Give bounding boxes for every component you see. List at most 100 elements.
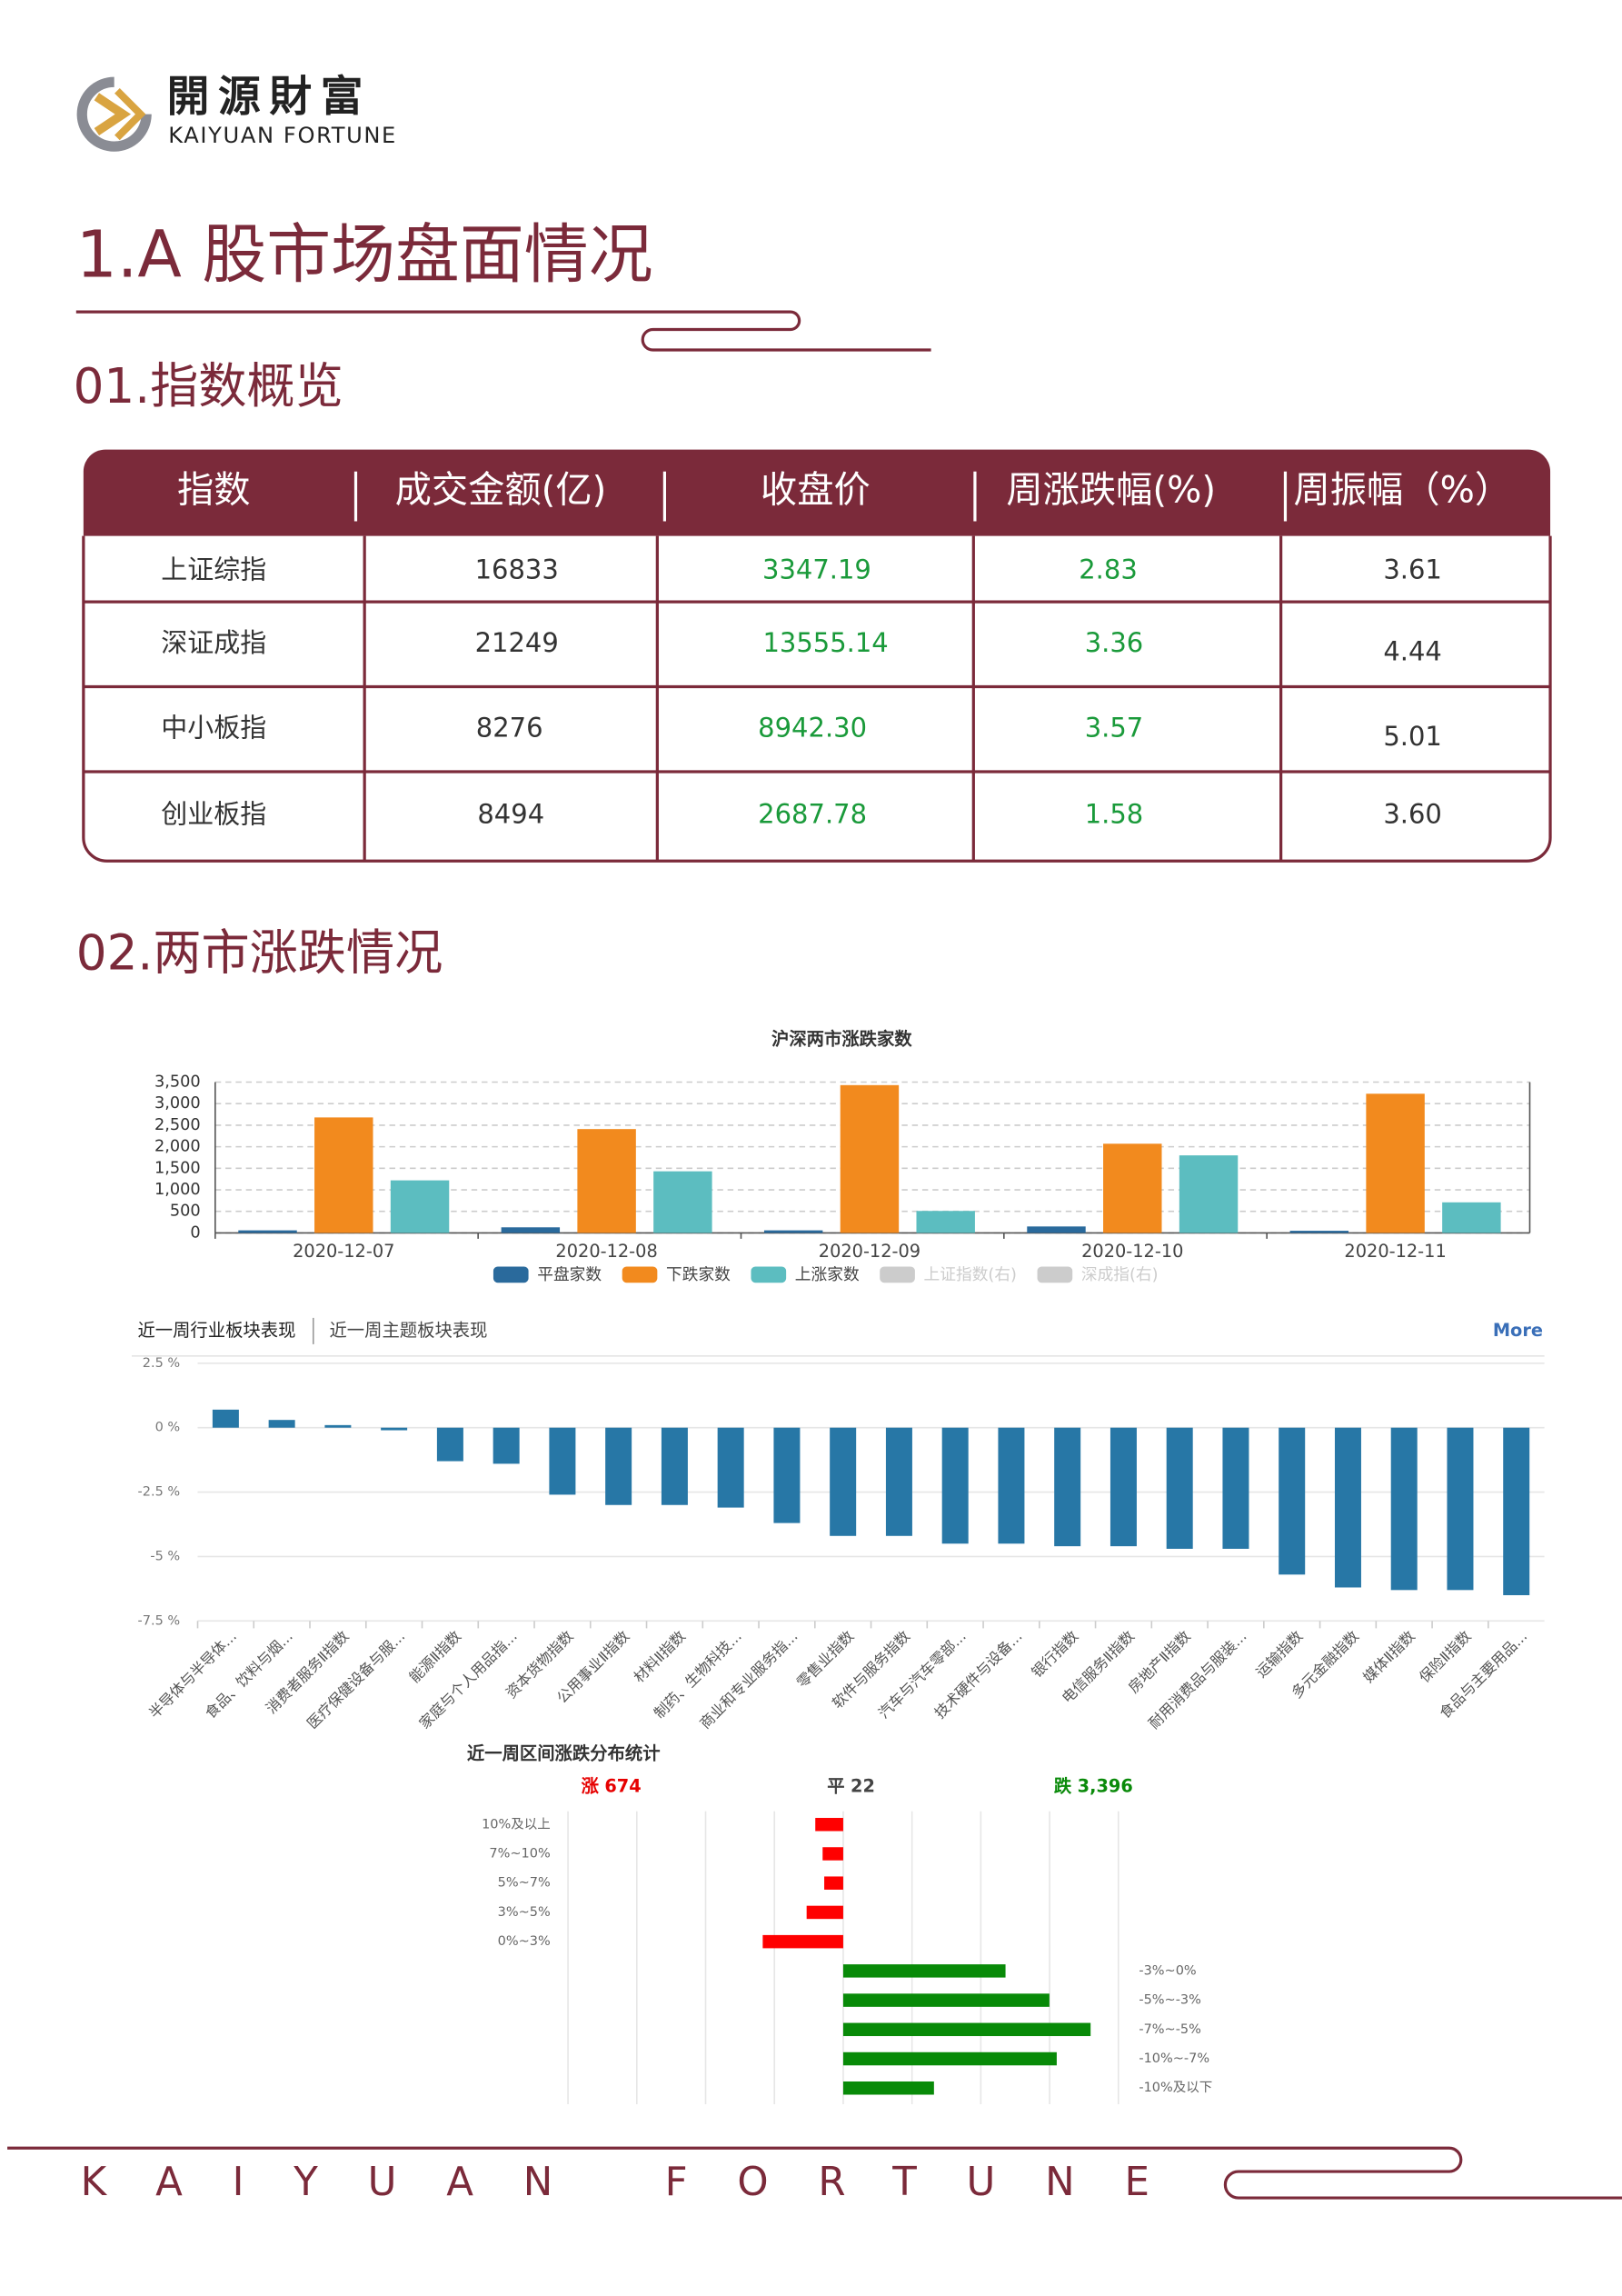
bar xyxy=(717,1427,744,1508)
bar xyxy=(268,1420,295,1428)
table-cell: 3.60 xyxy=(1383,798,1442,829)
more-link[interactable]: More xyxy=(1493,1320,1543,1341)
bar xyxy=(1366,1093,1425,1233)
y-tick-label: 1,500 xyxy=(154,1159,201,1177)
legend-label: 上证指数(右) xyxy=(924,1265,1017,1284)
y-tick-label: 2,500 xyxy=(154,1116,201,1134)
bar xyxy=(885,1427,912,1536)
bar xyxy=(653,1171,712,1233)
bar xyxy=(605,1427,632,1505)
table-cell: 3.61 xyxy=(1383,554,1442,584)
section-title: 1.A 股市场盘面情况 xyxy=(76,217,653,293)
bar xyxy=(577,1129,636,1233)
x-tick-label: 运输指数 xyxy=(1252,1627,1306,1681)
x-tick-label: 耐用消费品与服装... xyxy=(1145,1627,1249,1732)
category-label: -10%及以下 xyxy=(1139,2081,1212,2095)
bar xyxy=(941,1427,969,1544)
bar xyxy=(661,1427,688,1505)
table-cell: 中小板指 xyxy=(161,712,266,743)
bar xyxy=(824,1876,843,1890)
x-tick-label: 银行指数 xyxy=(1028,1627,1081,1681)
bar xyxy=(1279,1427,1306,1575)
chart-title: 近一周区间涨跌分布统计 xyxy=(467,1742,661,1763)
y-tick-label: 2,000 xyxy=(154,1138,201,1156)
category-label: 0%~3% xyxy=(498,1934,551,1949)
summary-name: 跌 xyxy=(1054,1775,1072,1796)
table-cell: 13555.14 xyxy=(762,627,888,658)
category-label: 7%~10% xyxy=(489,1846,550,1861)
table-cell: 2.83 xyxy=(1079,554,1138,584)
summary-value: 674 xyxy=(604,1775,641,1796)
summary-value: 22 xyxy=(851,1775,875,1796)
x-tick-label: 2020-12-10 xyxy=(1081,1241,1183,1262)
category-label: 3%~5% xyxy=(498,1905,551,1920)
tab[interactable]: 近一周行业板块表现 xyxy=(137,1320,295,1341)
category-label: -5%~-3% xyxy=(1139,1993,1201,2008)
chart-title: 沪深两市涨跌家数 xyxy=(771,1028,912,1049)
summary-value: 3,396 xyxy=(1078,1775,1133,1796)
bar xyxy=(1027,1226,1086,1233)
table-cell: 创业板指 xyxy=(161,798,266,829)
table-cell: 1.58 xyxy=(1085,798,1144,829)
bar xyxy=(1503,1427,1530,1595)
x-tick-label: 医疗保健设备与服... xyxy=(304,1627,408,1732)
x-tick-label: 保险Ⅱ指数 xyxy=(1416,1627,1475,1686)
x-tick-label: 2020-12-11 xyxy=(1344,1241,1446,1262)
x-tick-label: 2020-12-09 xyxy=(819,1241,920,1262)
bar xyxy=(501,1227,561,1233)
bar xyxy=(212,1409,239,1428)
legend-label: 下跌家数 xyxy=(666,1265,731,1284)
y-tick-label: 2.5 % xyxy=(143,1356,180,1371)
table-cell: 8276 xyxy=(476,712,543,743)
bar xyxy=(314,1117,373,1233)
y-tick-label: 1,000 xyxy=(154,1181,201,1199)
y-tick-label: 3,000 xyxy=(154,1094,201,1113)
bar xyxy=(1447,1427,1474,1591)
bar xyxy=(842,2051,1057,2066)
bar xyxy=(1390,1427,1418,1591)
x-tick-label: 材料Ⅱ指数 xyxy=(631,1627,690,1686)
logo-en: KAIYUAN FORTUNE xyxy=(168,123,397,148)
bar xyxy=(1442,1202,1501,1233)
category-label: -10%~-7% xyxy=(1139,2051,1209,2066)
table-cell: 3.36 xyxy=(1085,627,1144,658)
bar xyxy=(1222,1427,1249,1549)
table-cell: 2687.78 xyxy=(758,798,867,829)
legend-swatch xyxy=(493,1266,529,1283)
table-cell: 3347.19 xyxy=(762,554,871,584)
bar xyxy=(1179,1155,1239,1233)
table-cell: 21249 xyxy=(475,627,559,658)
category-label: 10%及以上 xyxy=(482,1816,551,1832)
x-tick-label: 能源Ⅱ指数 xyxy=(406,1627,465,1686)
bar xyxy=(1054,1427,1081,1547)
x-tick-label: 媒体Ⅱ指数 xyxy=(1359,1627,1418,1686)
bar xyxy=(842,1964,1006,1978)
bar xyxy=(381,1427,408,1431)
bar xyxy=(822,1847,843,1861)
y-tick-label: -7.5 % xyxy=(138,1613,181,1628)
bar xyxy=(806,1905,843,1920)
bar xyxy=(238,1230,297,1233)
footer-text: KAIYUAN FORTUNE xyxy=(81,2160,1199,2205)
y-tick-label: -2.5 % xyxy=(138,1485,181,1500)
table-header: 成交金额(亿) xyxy=(395,469,607,511)
table-cell: 3.57 xyxy=(1085,712,1144,743)
summary: 平 22 xyxy=(827,1775,875,1796)
y-tick-label: 0 % xyxy=(155,1421,181,1435)
legend-label: 上涨家数 xyxy=(795,1265,860,1284)
bar xyxy=(1110,1427,1137,1547)
legend-swatch xyxy=(751,1266,787,1283)
table-header: 指数 xyxy=(177,469,251,511)
bar xyxy=(324,1424,352,1428)
footer-line xyxy=(7,2146,1622,2200)
bar xyxy=(916,1211,975,1233)
y-tick-label: -5 % xyxy=(150,1549,180,1563)
table xyxy=(82,449,1552,863)
y-tick-label: 500 xyxy=(170,1203,201,1221)
bar xyxy=(842,2022,1091,2037)
table-header: 周涨跌幅(%) xyxy=(1006,469,1216,511)
bar xyxy=(842,1993,1050,2007)
tab[interactable]: 近一周主题板块表现 xyxy=(329,1320,487,1341)
table-cell: 8942.30 xyxy=(758,712,867,743)
bar xyxy=(1103,1143,1162,1233)
